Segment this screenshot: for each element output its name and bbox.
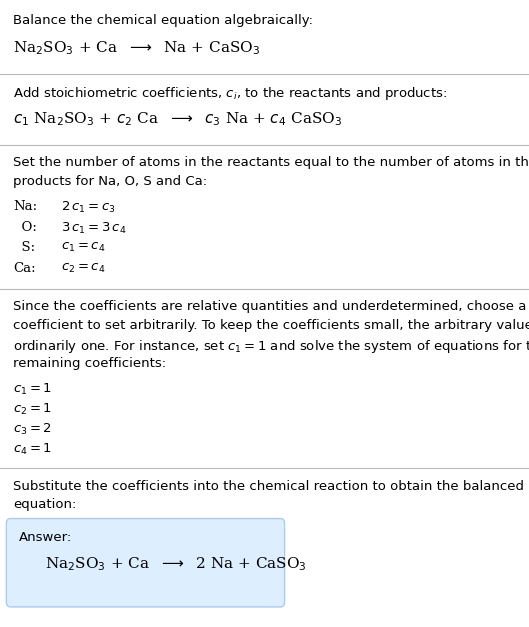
- Text: Ca:: Ca:: [13, 262, 36, 275]
- Text: O:: O:: [13, 221, 37, 234]
- Text: products for Na, O, S and Ca:: products for Na, O, S and Ca:: [13, 175, 207, 188]
- Text: Set the number of atoms in the reactants equal to the number of atoms in the: Set the number of atoms in the reactants…: [13, 156, 529, 169]
- Text: Na$_2$SO$_3$ + Ca  $\longrightarrow$  Na + CaSO$_3$: Na$_2$SO$_3$ + Ca $\longrightarrow$ Na +…: [13, 40, 260, 57]
- FancyBboxPatch shape: [6, 519, 285, 607]
- Text: $c_1$ Na$_2$SO$_3$ + $c_2$ Ca  $\longrightarrow$  $c_3$ Na + $c_4$ CaSO$_3$: $c_1$ Na$_2$SO$_3$ + $c_2$ Ca $\longrigh…: [13, 110, 342, 128]
- Text: ordinarily one. For instance, set $c_1 = 1$ and solve the system of equations fo: ordinarily one. For instance, set $c_1 =…: [13, 338, 529, 355]
- Text: $c_1 = c_4$: $c_1 = c_4$: [61, 241, 105, 255]
- Text: $3\,c_1 = 3\,c_4$: $3\,c_1 = 3\,c_4$: [61, 221, 126, 236]
- Text: equation:: equation:: [13, 498, 77, 512]
- Text: S:: S:: [13, 241, 35, 255]
- Text: Substitute the coefficients into the chemical reaction to obtain the balanced: Substitute the coefficients into the che…: [13, 480, 524, 493]
- Text: $c_2 = c_4$: $c_2 = c_4$: [61, 262, 105, 275]
- Text: $c_4 = 1$: $c_4 = 1$: [13, 442, 52, 457]
- Text: Since the coefficients are relative quantities and underdetermined, choose a: Since the coefficients are relative quan…: [13, 300, 526, 314]
- Text: remaining coefficients:: remaining coefficients:: [13, 357, 166, 370]
- Text: Na:: Na:: [13, 200, 38, 213]
- Text: $c_1 = 1$: $c_1 = 1$: [13, 382, 52, 397]
- Text: Balance the chemical equation algebraically:: Balance the chemical equation algebraica…: [13, 14, 313, 28]
- Text: $2\,c_1 = c_3$: $2\,c_1 = c_3$: [61, 200, 116, 215]
- Text: Add stoichiometric coefficients, $c_i$, to the reactants and products:: Add stoichiometric coefficients, $c_i$, …: [13, 85, 448, 102]
- Text: coefficient to set arbitrarily. To keep the coefficients small, the arbitrary va: coefficient to set arbitrarily. To keep …: [13, 319, 529, 332]
- Text: Na$_2$SO$_3$ + Ca  $\longrightarrow$  2 Na + CaSO$_3$: Na$_2$SO$_3$ + Ca $\longrightarrow$ 2 Na…: [45, 555, 307, 572]
- Text: $c_3 = 2$: $c_3 = 2$: [13, 422, 52, 437]
- Text: Answer:: Answer:: [19, 531, 72, 544]
- Text: $c_2 = 1$: $c_2 = 1$: [13, 402, 52, 417]
